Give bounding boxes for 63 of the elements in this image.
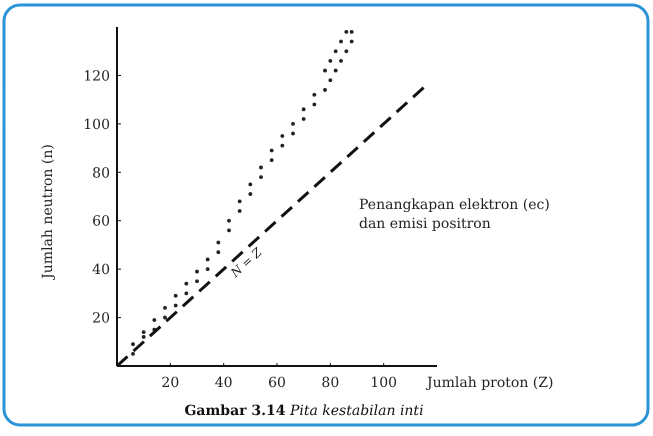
point xyxy=(195,279,199,284)
point xyxy=(238,209,242,213)
point xyxy=(302,107,306,112)
y-tick-label: 120 xyxy=(83,68,110,84)
point xyxy=(323,88,327,92)
annotation: Penangkapan elektron (ec) dan emisi positron xyxy=(359,197,550,232)
x-tick-label: 60 xyxy=(268,375,286,391)
point xyxy=(270,148,274,152)
y-tick-label: 80 xyxy=(92,165,110,182)
point xyxy=(131,342,135,346)
point xyxy=(248,192,252,196)
x-tick-label: 20 xyxy=(161,375,180,391)
point xyxy=(206,267,210,272)
x-tick-label: 40 xyxy=(214,375,233,391)
y-tick-label: 20 xyxy=(92,310,110,327)
point xyxy=(339,40,343,44)
point xyxy=(302,117,306,121)
point xyxy=(216,250,220,254)
text: N = Z xyxy=(227,244,266,281)
point xyxy=(270,158,274,162)
point xyxy=(248,182,252,186)
x-tick-label: 100 xyxy=(370,375,398,391)
point xyxy=(259,166,263,170)
point xyxy=(312,92,316,97)
point xyxy=(328,59,332,63)
point xyxy=(163,316,167,320)
point xyxy=(152,318,156,322)
point xyxy=(280,134,284,138)
point xyxy=(344,30,348,34)
point xyxy=(339,59,343,63)
point xyxy=(334,49,338,54)
point xyxy=(328,78,332,82)
point xyxy=(238,199,242,204)
point xyxy=(291,122,295,126)
y-tick-label: 60 xyxy=(92,214,110,230)
x-tick-label: 80 xyxy=(321,375,340,391)
point xyxy=(195,270,199,274)
point xyxy=(142,330,146,334)
point xyxy=(344,49,348,54)
point xyxy=(323,68,327,72)
y-tick-label: 100 xyxy=(83,116,110,133)
point xyxy=(227,228,231,232)
point xyxy=(174,294,178,298)
point xyxy=(312,102,316,106)
point xyxy=(334,68,338,72)
point xyxy=(184,282,188,286)
point xyxy=(216,240,220,244)
point xyxy=(184,291,188,296)
point xyxy=(350,40,354,44)
point xyxy=(291,132,295,136)
point xyxy=(174,304,178,308)
point xyxy=(206,258,210,262)
point xyxy=(163,306,167,310)
point xyxy=(350,30,354,34)
y-axis-title: Jumlah neutron (n) xyxy=(40,144,56,281)
point xyxy=(142,335,146,339)
point xyxy=(227,218,231,223)
point xyxy=(280,144,284,148)
point xyxy=(131,352,135,356)
text: Gambar 3.14 Pita kestabilan inti xyxy=(184,403,424,419)
x-axis-title: Jumlah proton (Z) xyxy=(425,375,554,391)
y-tick-label: 40 xyxy=(92,262,110,278)
point xyxy=(259,175,263,180)
